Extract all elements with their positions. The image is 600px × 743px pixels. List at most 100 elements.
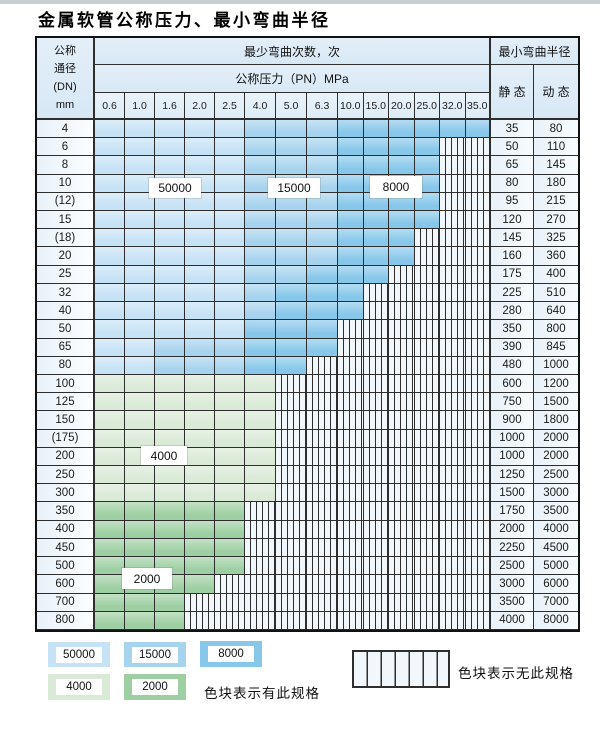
pn-cell — [276, 502, 307, 521]
pn-cell — [185, 393, 215, 412]
pn-cell — [440, 156, 466, 175]
pn-cell — [155, 411, 185, 430]
pn-cell — [185, 429, 215, 448]
pn-cell — [363, 229, 389, 248]
pn-cell — [363, 120, 389, 139]
pressure-header-cell: 0.6 — [95, 93, 125, 120]
dn-header-line: 通径 — [54, 63, 76, 75]
dynamic-radius-cell: 8000 — [534, 611, 578, 630]
pn-cell — [125, 356, 155, 375]
pn-cell — [338, 447, 364, 467]
pn-cell — [185, 156, 215, 175]
pn-cell — [363, 393, 389, 412]
pressure-header-cell: 2.5 — [215, 93, 245, 120]
pn-cell — [95, 211, 125, 230]
dn-cell: 80 — [37, 356, 95, 375]
pn-cell — [276, 247, 307, 266]
pn-cell — [363, 575, 389, 594]
pn-cell — [363, 429, 389, 448]
pn-cell — [389, 138, 415, 157]
dynamic-radius-cell: 180 — [534, 174, 578, 193]
pressure-header-cell: 32.0 — [440, 93, 466, 120]
pn-cell — [276, 320, 307, 339]
pn-cell — [307, 538, 338, 558]
pressure-header-cell: 35.0 — [465, 93, 491, 120]
pn-cell — [155, 502, 185, 521]
static-radius-cell: 225 — [491, 283, 534, 303]
pn-cell — [363, 557, 389, 576]
pn-cell — [95, 229, 125, 248]
pn-cell — [307, 320, 338, 339]
dynamic-radius-cell: 325 — [534, 229, 578, 248]
pressure-bend-radius-table: 公称 通径 (DN) mm 最少弯曲次数，次 最小弯曲半径 公称压力（PN）MPa 静… — [35, 36, 580, 632]
pn-cell — [307, 229, 338, 248]
pn-cell — [414, 447, 440, 467]
pn-cell — [245, 229, 276, 248]
pn-cell — [215, 211, 245, 230]
pn-cell — [215, 374, 245, 394]
pn-cell — [414, 247, 440, 266]
static-radius-cell: 65 — [491, 156, 534, 175]
dn-header-line: (DN) — [53, 81, 77, 93]
pn-cell — [245, 393, 276, 412]
pn-cell — [215, 538, 245, 558]
pn-cell — [185, 520, 215, 539]
pn-cell — [440, 338, 466, 357]
pn-cell — [215, 520, 245, 539]
pn-cell — [389, 247, 415, 266]
dynamic-radius-cell: 1500 — [534, 393, 578, 412]
pn-cell — [185, 302, 215, 321]
pn-cell — [276, 575, 307, 594]
pn-cell — [465, 520, 491, 539]
pn-cell — [215, 411, 245, 430]
pn-cell — [125, 338, 155, 357]
pn-cell — [276, 374, 307, 394]
pn-cell — [125, 265, 155, 284]
pn-cell — [307, 283, 338, 303]
pn-cell — [155, 538, 185, 558]
min-bend-radius-header: 最小弯曲半径 — [491, 38, 578, 65]
pn-cell — [389, 211, 415, 230]
static-column-header: 静 态 — [491, 65, 534, 120]
pn-cell — [185, 447, 215, 467]
pn-cell — [307, 120, 338, 139]
pn-cell — [440, 320, 466, 339]
pn-cell — [125, 320, 155, 339]
pn-cell — [363, 411, 389, 430]
pn-cell — [465, 265, 491, 284]
pn-cell — [245, 557, 276, 576]
pn-cell — [389, 611, 415, 630]
dn-cell: 250 — [37, 466, 95, 485]
pn-cell — [389, 557, 415, 576]
pn-cell — [155, 283, 185, 303]
pn-cell — [276, 447, 307, 467]
pn-cell — [215, 192, 245, 212]
pn-cell — [155, 374, 185, 394]
dn-cell: 500 — [37, 557, 95, 576]
pn-cell — [95, 538, 125, 558]
pn-cell — [95, 611, 125, 630]
pn-cell — [245, 374, 276, 394]
pn-cell — [338, 192, 364, 212]
pn-cell — [125, 229, 155, 248]
pn-cell — [125, 484, 155, 503]
pn-cell — [155, 229, 185, 248]
pn-cell — [465, 229, 491, 248]
pn-cell — [245, 447, 276, 467]
pn-cell — [95, 393, 125, 412]
static-radius-cell: 175 — [491, 265, 534, 284]
pn-cell — [307, 557, 338, 576]
pn-cell — [215, 174, 245, 193]
pn-cell — [389, 320, 415, 339]
pn-cell — [245, 575, 276, 594]
dynamic-radius-cell: 2000 — [534, 447, 578, 467]
pn-cell — [245, 538, 276, 558]
pn-cell — [440, 120, 466, 139]
pn-cell — [276, 211, 307, 230]
pn-cell — [440, 466, 466, 485]
pn-cell — [185, 211, 215, 230]
pn-cell — [363, 593, 389, 612]
nominal-pressure-header: 公称压力（PN）MPa — [95, 65, 491, 93]
pn-cell — [245, 283, 276, 303]
pn-cell — [95, 447, 125, 467]
